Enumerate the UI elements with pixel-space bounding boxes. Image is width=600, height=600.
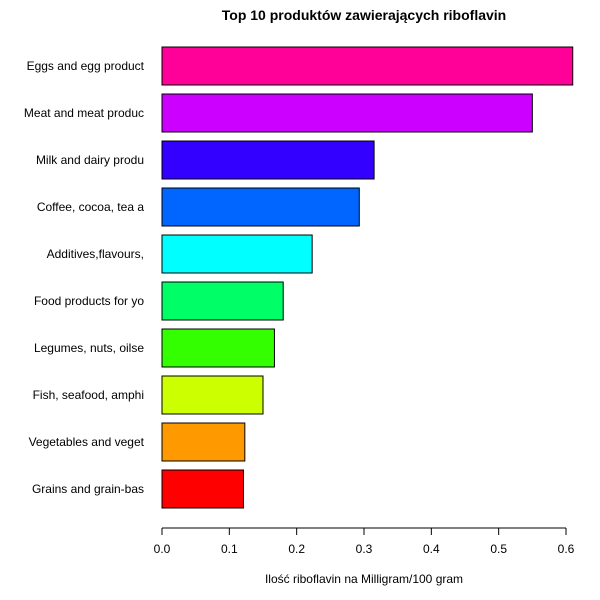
bar-7 (161, 328, 275, 368)
bar-3 (161, 140, 375, 180)
bar-2 (161, 93, 533, 133)
x-tick-label-1: 0.1 (221, 542, 238, 556)
x-tick-label-4: 0.4 (423, 542, 440, 556)
category-label-6: Food products for yo (34, 294, 144, 308)
x-tick-label-3: 0.3 (356, 542, 373, 556)
category-label-2: Meat and meat produc (24, 106, 144, 120)
x-tick-label-2: 0.2 (288, 542, 305, 556)
bar-6 (161, 281, 284, 321)
category-label-10: Grains and grain-bas (32, 482, 144, 496)
category-label-5: Additives,flavours, (47, 247, 144, 261)
category-labels: Eggs and egg product Meat and meat produc… (24, 59, 145, 496)
bar-8 (161, 375, 264, 415)
category-label-1: Eggs and egg product (27, 59, 145, 73)
category-label-8: Fish, seafood, amphi (33, 388, 144, 402)
x-tick-label-0: 0.0 (154, 542, 171, 556)
category-label-3: Milk and dairy produ (36, 153, 144, 167)
bar-5 (161, 234, 313, 274)
category-label-9: Vegetables and veget (29, 435, 145, 449)
x-tick-label-6: 0.6 (558, 542, 575, 556)
bar-10 (161, 469, 244, 509)
x-axis-label: Ilość riboflavin na Milligram/100 gram (265, 572, 463, 586)
chart-title: Top 10 produktów zawierających riboflavi… (222, 7, 506, 23)
bar-9 (161, 422, 246, 462)
bar-1 (161, 46, 574, 86)
bar-4 (161, 187, 360, 227)
category-label-4: Coffee, cocoa, tea a (37, 200, 145, 214)
category-label-7: Legumes, nuts, oilse (34, 341, 144, 355)
x-tick-label-5: 0.5 (490, 542, 507, 556)
x-axis: 0.0 0.1 0.2 0.3 0.4 0.5 0.6 (154, 527, 575, 556)
bars-layer (161, 46, 574, 509)
